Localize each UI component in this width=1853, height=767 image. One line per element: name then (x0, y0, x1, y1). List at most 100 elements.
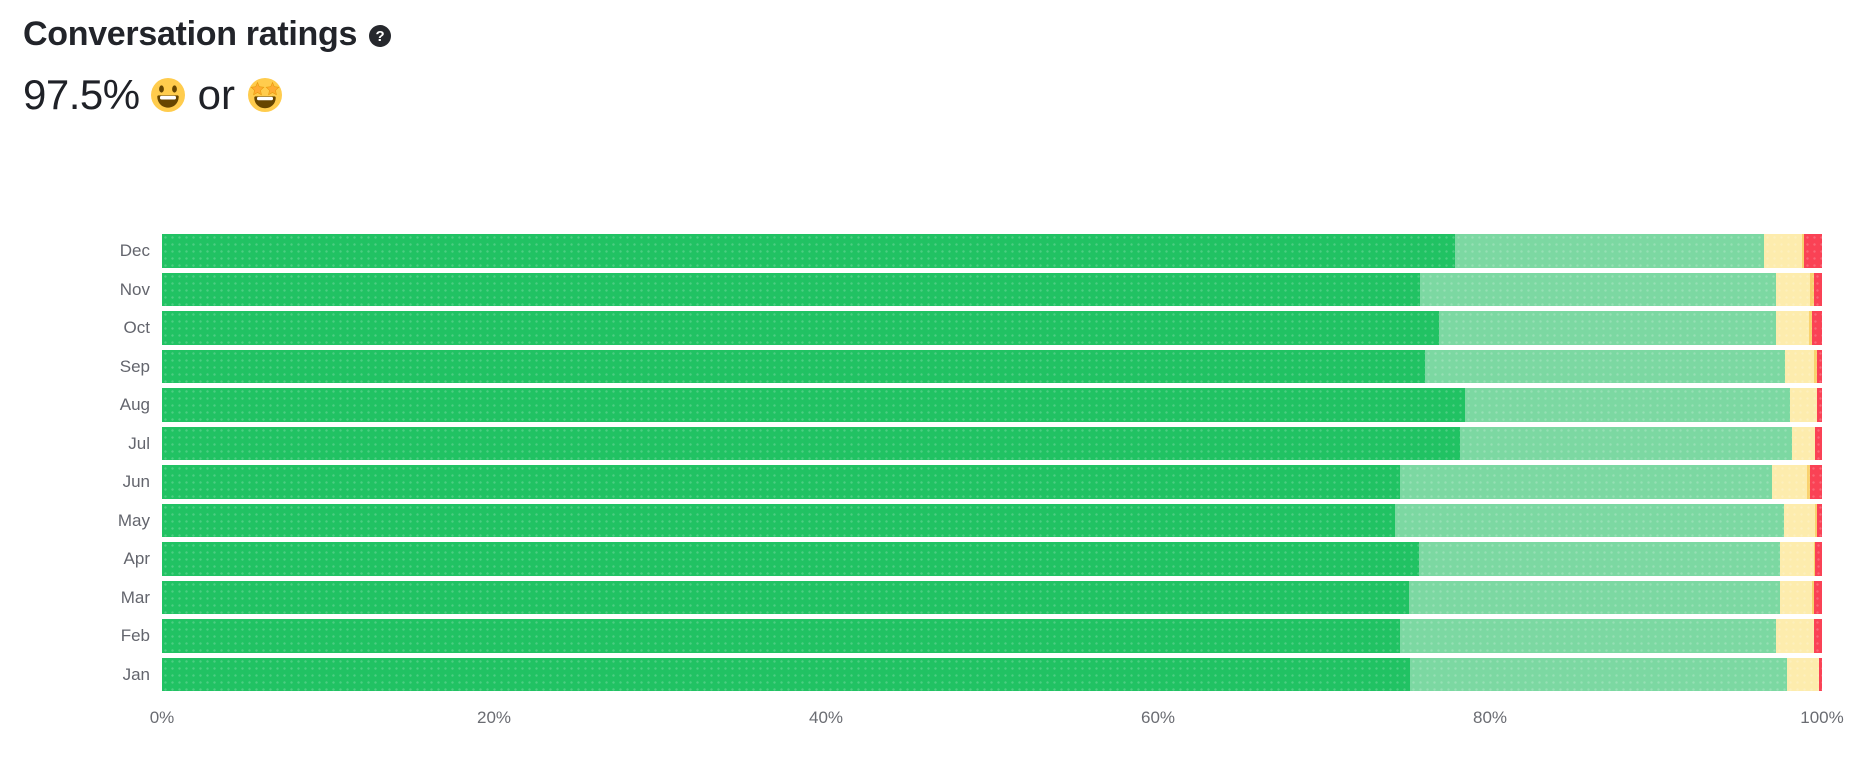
category-label: May (117, 510, 150, 530)
bar-segment-red[interactable] (1813, 580, 1822, 614)
bar-row: Jan (0, 657, 1853, 697)
bar-segment-red[interactable] (1813, 619, 1822, 653)
bar-segment-dark-green[interactable] (162, 388, 1466, 422)
bar-segment-red[interactable] (1817, 503, 1822, 537)
bar-segment-light-green[interactable] (1418, 542, 1781, 576)
x-axis-tick-label: 0% (149, 708, 175, 727)
bar-segment-light-green[interactable] (1395, 503, 1784, 537)
bar-segment-light-green[interactable] (1420, 272, 1776, 306)
bar-segment-red[interactable] (1803, 234, 1822, 268)
bar-segment-dark-green[interactable] (162, 503, 1396, 537)
bar-segment-dark-green[interactable] (162, 580, 1409, 614)
category-label: Jan (122, 664, 150, 684)
star-struck-emoji-icon (247, 78, 282, 113)
bar-track (162, 349, 1822, 383)
summary-percentage: 97.5% (23, 71, 140, 119)
bar-segment-yellow[interactable] (1772, 465, 1808, 499)
bar-track (162, 580, 1822, 614)
bar-row: Feb (0, 619, 1853, 658)
bar-segment-red[interactable] (1817, 388, 1822, 422)
bar-track (162, 388, 1822, 422)
bar-segment-dark-green[interactable] (162, 426, 1461, 460)
bar-track (162, 272, 1822, 306)
category-label: Jun (122, 472, 150, 491)
x-axis: 0% 20% 40% 60% 80% 100% (150, 708, 1844, 734)
bar-segment-red[interactable] (1813, 272, 1822, 306)
bar-segment-light-green[interactable] (1410, 657, 1788, 691)
bar-segment-yellow[interactable] (1783, 503, 1816, 537)
category-label: Feb (120, 626, 150, 645)
category-label: Dec (119, 241, 150, 260)
x-axis-tick-label: 80% (1472, 708, 1508, 727)
bar-row: Oct (0, 311, 1853, 350)
bar-segment-dark-green[interactable] (162, 465, 1401, 499)
bar-segment-light-green[interactable] (1460, 426, 1793, 460)
category-label: Sep (119, 356, 150, 376)
bar-segment-yellow[interactable] (1787, 657, 1819, 691)
bar-segment-red[interactable] (1812, 311, 1822, 345)
bar-segment-dark-green[interactable] (162, 619, 1401, 653)
bar-segment-dark-green[interactable] (162, 657, 1411, 691)
bar-segment-yellow[interactable] (1775, 311, 1809, 345)
bar-segment-light-green[interactable] (1465, 388, 1791, 422)
bar-segment-orange[interactable] (1812, 580, 1814, 614)
bar-segment-light-green[interactable] (1438, 311, 1776, 345)
bar-segment-red[interactable] (1815, 542, 1822, 576)
help-icon[interactable]: ? (369, 25, 392, 48)
bar-row: Dec (0, 234, 1853, 273)
bar-track (162, 465, 1822, 499)
bar-row: May (0, 503, 1853, 543)
bar-segment-yellow[interactable] (1775, 619, 1814, 653)
bar-segment-red[interactable] (1810, 465, 1822, 499)
x-axis-tick-label: 40% (808, 708, 844, 727)
bar-chart: Dec Nov Oct Sep Aug Jul Jun May Apr Mar Feb Jan (0, 234, 1853, 696)
x-axis-tick-label: 20% (476, 708, 512, 727)
x-axis-tick-label: 100% (1800, 708, 1844, 727)
bar-segment-yellow[interactable] (1785, 349, 1814, 383)
bar-segment-orange[interactable] (1813, 349, 1817, 383)
bar-segment-red[interactable] (1818, 657, 1822, 691)
category-label: Aug (119, 395, 150, 414)
bar-segment-yellow[interactable] (1790, 388, 1817, 422)
bar-segment-yellow[interactable] (1763, 234, 1803, 268)
bar-segment-yellow[interactable] (1792, 426, 1816, 460)
bar-segment-yellow[interactable] (1775, 272, 1811, 306)
category-label: Mar (120, 587, 150, 607)
bar-segment-orange[interactable] (1807, 465, 1811, 499)
page-title: Conversation ratings (23, 15, 358, 53)
bar-row: Nov (0, 272, 1853, 312)
category-label: Nov (119, 279, 150, 299)
bar-row: Apr (0, 542, 1853, 581)
bar-segment-light-green[interactable] (1400, 465, 1773, 499)
bar-row: Mar (0, 580, 1853, 620)
bar-segment-orange[interactable] (1802, 234, 1804, 268)
bar-track (162, 234, 1822, 268)
bar-track (162, 619, 1822, 653)
bar-segment-orange[interactable] (1815, 503, 1817, 537)
bar-track (162, 542, 1822, 576)
bar-segment-light-green[interactable] (1408, 580, 1781, 614)
bar-segment-orange[interactable] (1808, 311, 1812, 345)
bar-segment-dark-green[interactable] (162, 234, 1456, 268)
question-mark-glyph: ? (375, 27, 385, 45)
bar-segment-orange[interactable] (1813, 542, 1816, 576)
bar-row: Aug (0, 388, 1853, 427)
bar-segment-dark-green[interactable] (162, 349, 1426, 383)
bar-segment-yellow[interactable] (1780, 580, 1813, 614)
bar-segment-red[interactable] (1817, 349, 1822, 383)
title-row: Conversation ratings ? (23, 15, 392, 53)
bar-segment-dark-green[interactable] (162, 272, 1421, 306)
summary-line: 97.5% or (23, 71, 391, 119)
summary-conjunction: or (197, 71, 235, 119)
bar-segment-dark-green[interactable] (162, 542, 1419, 576)
category-label: Apr (123, 549, 150, 568)
bar-segment-yellow[interactable] (1780, 542, 1814, 576)
bar-segment-light-green[interactable] (1425, 349, 1786, 383)
bar-segment-light-green[interactable] (1455, 234, 1764, 268)
bar-segment-red[interactable] (1815, 426, 1822, 460)
bar-segment-light-green[interactable] (1400, 619, 1776, 653)
bar-track (162, 311, 1822, 345)
bar-segment-orange[interactable] (1810, 272, 1814, 306)
bar-track (162, 503, 1822, 537)
bar-segment-dark-green[interactable] (162, 311, 1439, 345)
